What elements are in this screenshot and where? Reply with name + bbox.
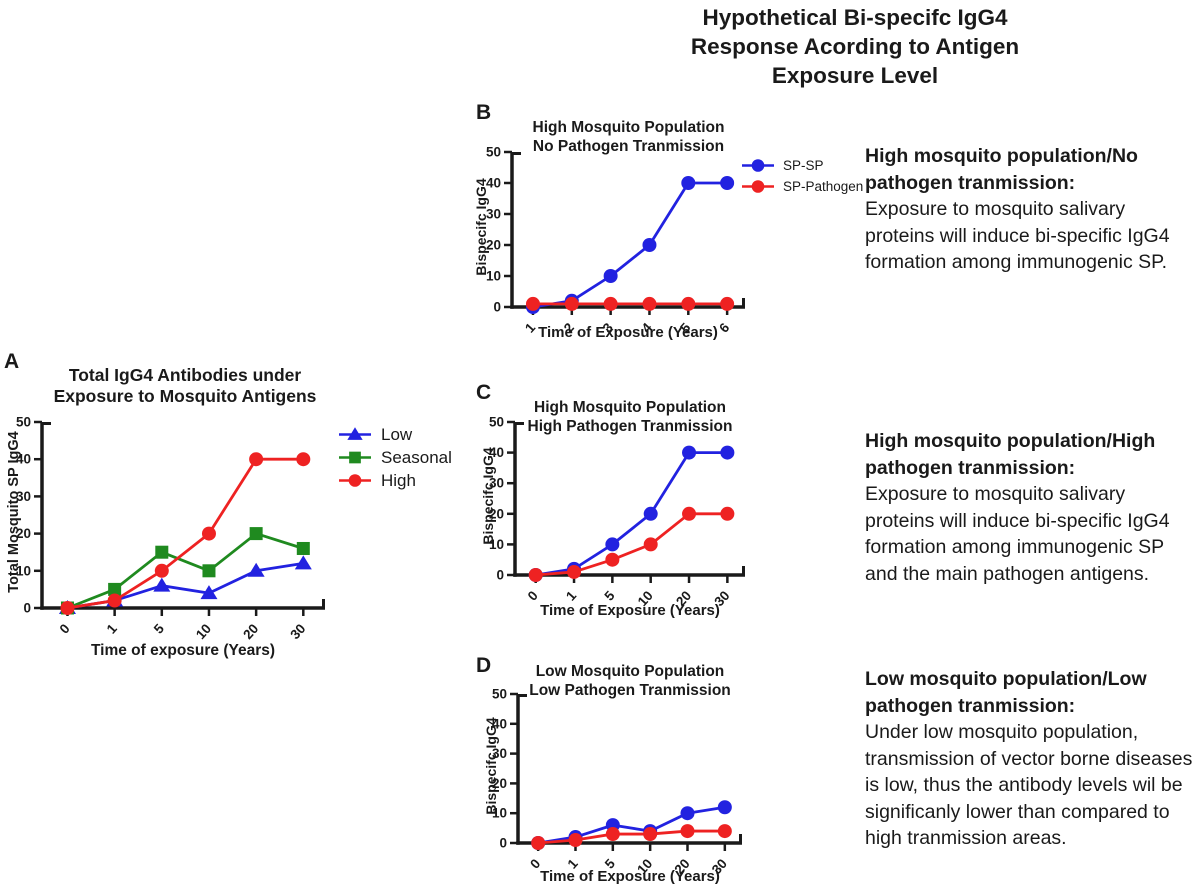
panel-c-title: High Mosquito Population High Pathogen T… <box>515 399 745 436</box>
panel-c-letter: C <box>476 381 492 404</box>
legend-item-sp-pathogen: SP-Pathogen <box>741 176 863 197</box>
circle-marker-icon <box>741 157 775 174</box>
panel-a: A Total IgG4 Antibodies under Exposure t… <box>0 345 465 685</box>
svg-text:0: 0 <box>499 836 507 851</box>
svg-text:40: 40 <box>486 176 501 191</box>
panel-c: C High Mosquito Population High Pathogen… <box>460 375 792 637</box>
panel-c-title-line-1: High Mosquito Population <box>534 399 726 416</box>
annotation-low-pathogen: Low mosquito population/Low pathogen tra… <box>865 666 1194 852</box>
svg-text:10: 10 <box>634 856 655 877</box>
legend-item-sp-sp: SP-SP <box>741 155 863 176</box>
panel-a-x-axis-label: Time of exposure (Years) <box>90 642 276 659</box>
svg-text:30: 30 <box>486 207 501 222</box>
svg-text:10: 10 <box>16 563 31 578</box>
panel-d-letter: D <box>476 654 492 677</box>
svg-text:20: 20 <box>672 856 693 877</box>
figure-title-line-3: Exposure Level <box>771 63 939 88</box>
svg-text:50: 50 <box>492 687 507 702</box>
circle-marker-icon <box>338 472 372 489</box>
legend-item-seasonal: Seasonal <box>338 446 452 469</box>
panel-c-x-axis-label: Time of Exposure (Years) <box>540 602 720 619</box>
panel-a-legend: Low Seasonal High <box>338 423 452 492</box>
annotation-no-pathogen-heading: High mosquito population/No pathogen tra… <box>865 145 1138 194</box>
svg-text:0: 0 <box>493 300 501 315</box>
panel-d: D Low Mosquito Population Low Pathogen T… <box>460 648 792 889</box>
svg-text:0: 0 <box>57 621 73 637</box>
legend-item-high: High <box>338 469 452 492</box>
svg-text:30: 30 <box>489 476 504 491</box>
annotation-no-pathogen-body: Exposure to mosquito salivary proteins w… <box>865 198 1170 273</box>
annotation-high-pathogen: High mosquito population/High pathogen t… <box>865 428 1194 587</box>
panel-b-legend: SP-SP SP-Pathogen <box>741 155 863 197</box>
legend-label-sp-pathogen: SP-Pathogen <box>783 179 864 194</box>
panel-b: B High Mosquito Population No Pathogen T… <box>460 100 932 368</box>
svg-text:10: 10 <box>489 537 504 552</box>
legend-label-sp-sp: SP-SP <box>783 158 824 173</box>
svg-text:30: 30 <box>492 746 507 761</box>
panel-a-plot: 0 10 20 30 40 50 0 1 5 10 20 30 <box>16 415 325 642</box>
svg-text:1: 1 <box>104 621 121 637</box>
panel-b-title: High Mosquito Population No Pathogen Tra… <box>512 119 745 156</box>
svg-text:10: 10 <box>193 621 214 642</box>
panel-b-title-line-2: No Pathogen Tranmission <box>532 137 725 155</box>
figure-title-line-1: Hypothetical Bi-specifc IgG4 <box>702 5 1008 30</box>
panel-d-title: Low Mosquito Population Low Pathogen Tra… <box>518 663 742 700</box>
square-marker-icon <box>338 449 372 466</box>
svg-text:20: 20 <box>492 776 507 791</box>
legend-label-low: Low <box>381 424 413 444</box>
svg-text:40: 40 <box>489 445 504 460</box>
panel-a-title: Total IgG4 Antibodies under Exposure to … <box>30 365 340 407</box>
svg-text:0: 0 <box>496 568 504 583</box>
panel-b-letter: B <box>476 101 492 124</box>
panel-a-letter: A <box>4 350 20 373</box>
svg-text:20: 20 <box>16 526 31 541</box>
panel-b-title-line-1: High Mosquito Population <box>532 119 725 136</box>
svg-text:10: 10 <box>492 806 507 821</box>
panel-d-x-axis-label: Time of Exposure (Years) <box>540 868 720 885</box>
panel-c-title-line-2: High Pathogen Tranmission <box>527 417 733 435</box>
svg-text:20: 20 <box>489 506 504 521</box>
annotation-no-pathogen: High mosquito population/No pathogen tra… <box>865 143 1194 276</box>
panel-a-title-line-1: Total IgG4 Antibodies under <box>68 365 302 385</box>
annotation-low-pathogen-body: Under low mosquito population, transmiss… <box>865 721 1193 849</box>
figure-title: Hypothetical Bi-specifc IgG4 Response Ac… <box>617 3 1093 90</box>
svg-text:20: 20 <box>673 588 694 609</box>
svg-text:20: 20 <box>240 621 261 642</box>
svg-text:30: 30 <box>287 621 308 642</box>
svg-text:50: 50 <box>489 415 504 430</box>
svg-text:40: 40 <box>16 452 31 467</box>
svg-text:40: 40 <box>492 716 507 731</box>
panel-b-x-axis-label: Time of Exposure (Years) <box>538 324 718 341</box>
svg-text:5: 5 <box>151 621 168 637</box>
svg-text:30: 30 <box>711 588 732 609</box>
legend-item-low: Low <box>338 423 452 446</box>
legend-label-high: High <box>381 470 416 490</box>
svg-text:50: 50 <box>486 145 501 160</box>
triangle-marker-icon <box>338 426 372 443</box>
annotation-high-pathogen-body: Exposure to mosquito salivary proteins w… <box>865 483 1170 585</box>
svg-text:0: 0 <box>23 601 31 616</box>
panel-d-title-line-1: Low Mosquito Population <box>535 663 725 680</box>
svg-text:50: 50 <box>16 415 31 430</box>
svg-text:20: 20 <box>486 238 501 253</box>
annotation-low-pathogen-heading: Low mosquito population/Low pathogen tra… <box>865 668 1147 717</box>
circle-marker-icon <box>741 178 775 195</box>
figure-title-line-2: Response Acording to Antigen <box>690 34 1020 59</box>
svg-text:30: 30 <box>709 856 730 877</box>
panel-a-title-line-2: Exposure to Mosquito Antigens <box>53 386 317 406</box>
legend-label-seasonal: Seasonal <box>381 447 452 467</box>
panel-d-title-line-2: Low Pathogen Tranmission <box>529 681 731 699</box>
annotation-high-pathogen-heading: High mosquito population/High pathogen t… <box>865 430 1156 479</box>
svg-text:10: 10 <box>486 269 501 284</box>
svg-text:30: 30 <box>16 489 31 504</box>
svg-text:10: 10 <box>635 588 656 609</box>
